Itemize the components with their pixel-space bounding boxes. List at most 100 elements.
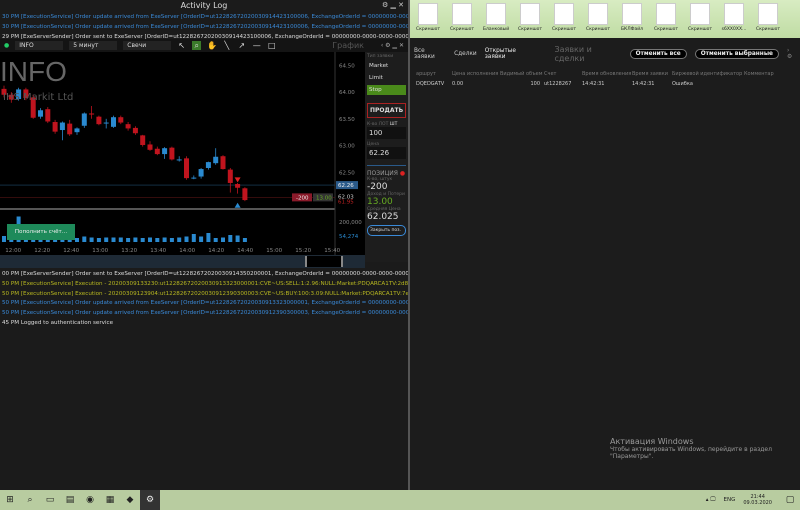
panel-controls[interactable]: › ⚙ [787,48,793,60]
column-header[interactable]: Цена исполнения [452,71,499,77]
tray-icons[interactable]: ▴ 🖵 [705,496,716,503]
log-line: 50 PM [ExecutionService] Order update ar… [2,300,408,307]
arrow-icon[interactable]: ↗ [238,41,246,50]
y-tick: 64.00 [339,90,355,96]
chart-scrollbar[interactable] [0,255,365,268]
settings-icon[interactable]: ⚙ [140,490,160,510]
x-tick: 12:20 [34,248,50,254]
notifications-icon[interactable]: ▢ [785,495,795,505]
volume-bar [184,236,189,242]
hand-icon[interactable]: ✋ [207,41,218,50]
splitter[interactable] [408,0,410,490]
type-market[interactable]: Market [369,63,389,69]
desktop-icon[interactable]: Скриншот [515,3,545,35]
volume-bar [60,238,65,242]
column-header[interactable]: Время обновления [582,71,632,77]
panel-controls[interactable]: ‹ ⚙ ▁ ✕ [380,42,404,49]
tab-trades[interactable]: Сделки [454,51,477,57]
volume-bar [104,237,109,242]
pos-qty: -200 [367,182,388,192]
desktop-icons: Скриншот Скриншот Бланковый Скриншот Скриншо… [410,0,800,38]
line-icon[interactable]: ╲ [224,41,230,50]
tab-all-orders[interactable]: Все заявки [414,48,435,60]
cancel-selected-button[interactable]: Отменить выбранные [694,49,779,59]
hline-icon[interactable]: — [252,41,261,50]
desktop-icon[interactable]: Скриншот [685,3,715,35]
symbol-select[interactable]: INFO [15,41,64,50]
clock-date: 09.03.2020 [743,500,772,506]
column-header[interactable]: Биржевой идентификатор [672,71,743,77]
pnl-label: 13.00 [316,195,332,201]
type-stop[interactable]: Stop [367,85,406,95]
app-icon[interactable]: ◆ [126,495,134,505]
column-header[interactable]: аршрут [416,71,436,77]
desktop-icon[interactable]: Скриншот [651,3,681,35]
zoom-icon[interactable]: ⌕ [192,41,202,50]
unit-lot[interactable]: ЛОТ [378,122,389,127]
desktop-icon[interactable]: Скриншот [753,3,783,35]
task-view-icon[interactable]: ▭ [45,495,55,505]
interval-select[interactable]: 5 минут [69,41,118,50]
volume-bar [31,238,36,242]
column-header[interactable]: Видимый объем [500,71,543,77]
order-row[interactable]: DQEDGATV 0.00 100 ut1228267 14:42:31 14:42:31… [414,78,792,90]
unit-pcs[interactable]: ШТ [389,122,398,127]
column-header[interactable]: Комментар [744,71,774,77]
window-title: Activity Log [180,1,228,10]
candle [74,128,80,133]
x-tick: 13:40 [150,248,166,254]
volume-bar [118,237,123,242]
topup-button[interactable]: Пополнить счёт... [7,224,75,240]
order-cell: Ошибка [672,81,693,87]
volume-bar [111,237,116,242]
column-header[interactable]: Счет [544,71,557,77]
start-icon[interactable]: ⊞ [6,495,14,505]
chrome-icon[interactable]: ◉ [86,495,94,505]
search-icon[interactable]: ⌕ [27,495,33,505]
chart-type-select[interactable]: Свечи [123,41,172,50]
desktop-icon[interactable]: s6XX0XX... [719,3,749,35]
candle [45,109,51,122]
files-icon[interactable]: ▦ [105,495,115,505]
window-controls[interactable]: ⚙ ▁ ✕ [382,1,404,9]
clock[interactable]: 21:44 09.03.2020 [743,494,772,506]
volume-bar [169,238,174,242]
candle [213,156,219,164]
language[interactable]: ENG [723,497,736,503]
volume-bar [2,236,6,242]
windows-activation: Активация Windows Чтобы активировать Win… [610,437,795,460]
column-header[interactable]: Время заявки [632,71,668,77]
last-volume: 54,274 [339,234,359,240]
rect-icon[interactable]: □ [267,41,276,50]
candle [67,123,73,135]
scroll-thumb[interactable] [305,256,343,267]
volume-bar [82,236,87,242]
type-limit[interactable]: Limit [369,75,383,81]
candle [89,113,95,115]
tab-open-orders[interactable]: Открытые заявки [484,48,516,60]
cancel-all-button[interactable]: Отменить все [629,49,687,59]
sell-button[interactable]: ПРОДАТЬ [367,103,406,118]
desktop-icon[interactable]: Скриншот [447,3,477,35]
desktop-icon[interactable]: Скриншот [583,3,613,35]
candle [176,159,182,161]
close-position-button[interactable]: Закрыть поз. [367,225,406,236]
desktop-icon[interactable]: Скриншот [549,3,579,35]
price-input[interactable]: 62.26 [367,147,406,159]
x-tick: 14:00 [179,248,195,254]
desktop-icon[interactable]: БКЛФайл [617,3,647,35]
price-chart[interactable]: 64.50 64.00 63.50 63.00 62.50 62.26 -200 13.00 6… [0,52,365,255]
candle [191,177,197,179]
desktop-icon[interactable]: Бланковый [481,3,511,35]
order-cell: DQEDGATV [416,81,445,87]
volume-bar [45,238,50,242]
volume-bar [191,234,196,242]
candle [242,188,248,201]
cursor-icon[interactable]: ↖ [178,41,186,50]
bid-tag [336,181,358,190]
qty-input[interactable]: 100 [367,127,406,139]
explorer-icon[interactable]: ▤ [65,495,75,505]
desktop-icon[interactable]: Скриншот [413,3,443,35]
x-tick: 12:00 [5,248,21,254]
last-low-label: 61.95 [338,199,354,205]
